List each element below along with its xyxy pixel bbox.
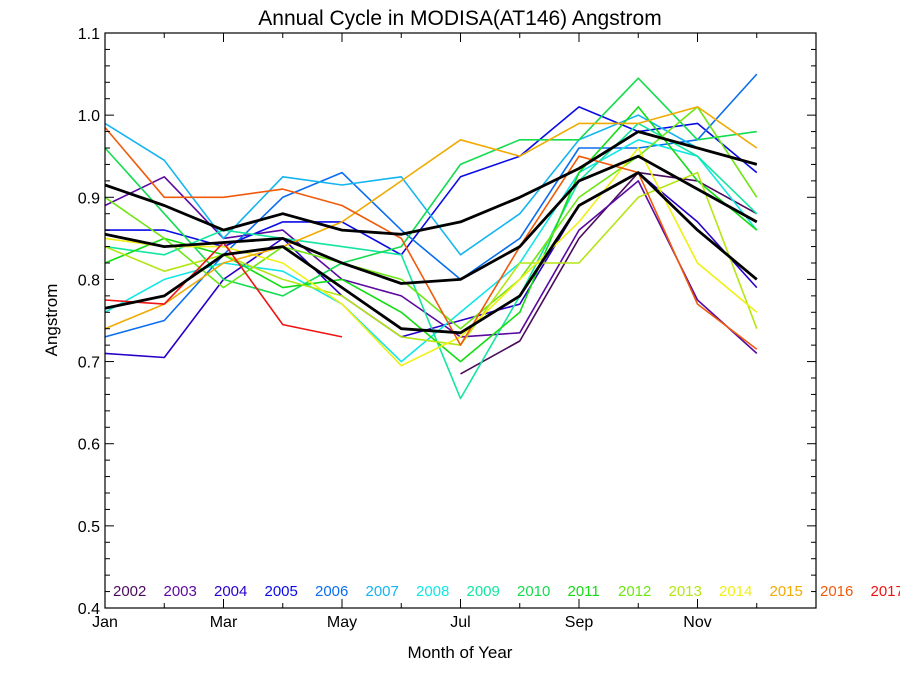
legend-entry-2008: 2008 (416, 583, 449, 600)
legend-entry-2005: 2005 (265, 583, 298, 600)
x-axis-label: Month of Year (408, 643, 513, 662)
mean-line-2 (104, 130, 758, 236)
legend-entry-2014: 2014 (719, 583, 752, 600)
series-line-2016 (104, 126, 758, 350)
legend-entry-2004: 2004 (214, 583, 247, 600)
series-line-2015 (104, 106, 758, 330)
legend-entry-2012: 2012 (618, 583, 651, 600)
legend-entry-2007: 2007 (366, 583, 399, 600)
legend-entry-2002: 2002 (113, 583, 146, 600)
legend: 2002 2003 2004 2005 2006 2007 2008 2009 2010 2011… (113, 583, 900, 600)
y-tick-label: 0.9 (78, 190, 100, 207)
legend-entry-2013: 2013 (669, 583, 702, 600)
y-tick-label: 0.4 (78, 601, 100, 618)
y-tick-label: 0.7 (78, 355, 100, 372)
y-tick-label: 1.1 (78, 26, 100, 43)
chart-title: Annual Cycle in MODISA(AT146) Angstrom (258, 7, 661, 30)
series-line-2014 (104, 147, 758, 367)
series-line-2009 (104, 122, 758, 400)
y-tick-label: 0.8 (78, 272, 100, 289)
legend-entry-2016: 2016 (820, 583, 853, 600)
mean-line-3 (104, 171, 758, 335)
series-line-2005 (105, 106, 758, 256)
series-line-2017 (104, 241, 343, 338)
y-tick-label: 0.6 (78, 437, 100, 454)
y-axis-label: Angstrom (42, 284, 61, 357)
y-tick-label: 0.5 (78, 519, 100, 536)
legend-entry-2017: 2017 (871, 583, 900, 600)
legend-entry-2009: 2009 (467, 583, 500, 600)
y-tick-label: 1.0 (78, 108, 100, 125)
series-line-2012 (104, 106, 758, 330)
series-line-2003 (104, 176, 758, 354)
x-tick-label: May (327, 614, 357, 631)
legend-entry-2015: 2015 (770, 583, 803, 600)
x-tick-label: Nov (683, 614, 711, 631)
series-lines (104, 73, 758, 400)
mean-line-1 (104, 154, 758, 285)
legend-entry-2010: 2010 (517, 583, 550, 600)
x-tick-label: Sep (565, 614, 594, 631)
axis-ticks: Jan Mar May Jul Sep Nov 0.4 0.5 0.6 0.7 0.8 0.9 1.0 1… (78, 26, 817, 631)
mean-lines (104, 130, 758, 335)
x-tick-label: Mar (210, 614, 238, 631)
series-line-2013 (104, 171, 758, 346)
x-tick-label: Jul (450, 614, 470, 631)
legend-entry-2006: 2006 (315, 583, 348, 600)
legend-entry-2003: 2003 (164, 583, 197, 600)
x-tick-label: Jan (92, 614, 118, 631)
legend-entry-2011: 2011 (568, 583, 600, 600)
series-line-2010 (104, 77, 757, 297)
